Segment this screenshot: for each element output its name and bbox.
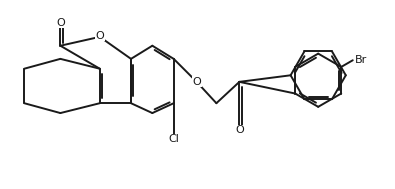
Text: Br: Br [355,55,367,65]
Text: O: O [235,125,244,136]
Text: O: O [192,77,201,87]
Text: Cl: Cl [168,134,179,144]
Text: O: O [96,31,104,41]
Text: O: O [192,77,201,87]
Text: O: O [56,18,65,28]
Text: Cl: Cl [168,134,179,144]
